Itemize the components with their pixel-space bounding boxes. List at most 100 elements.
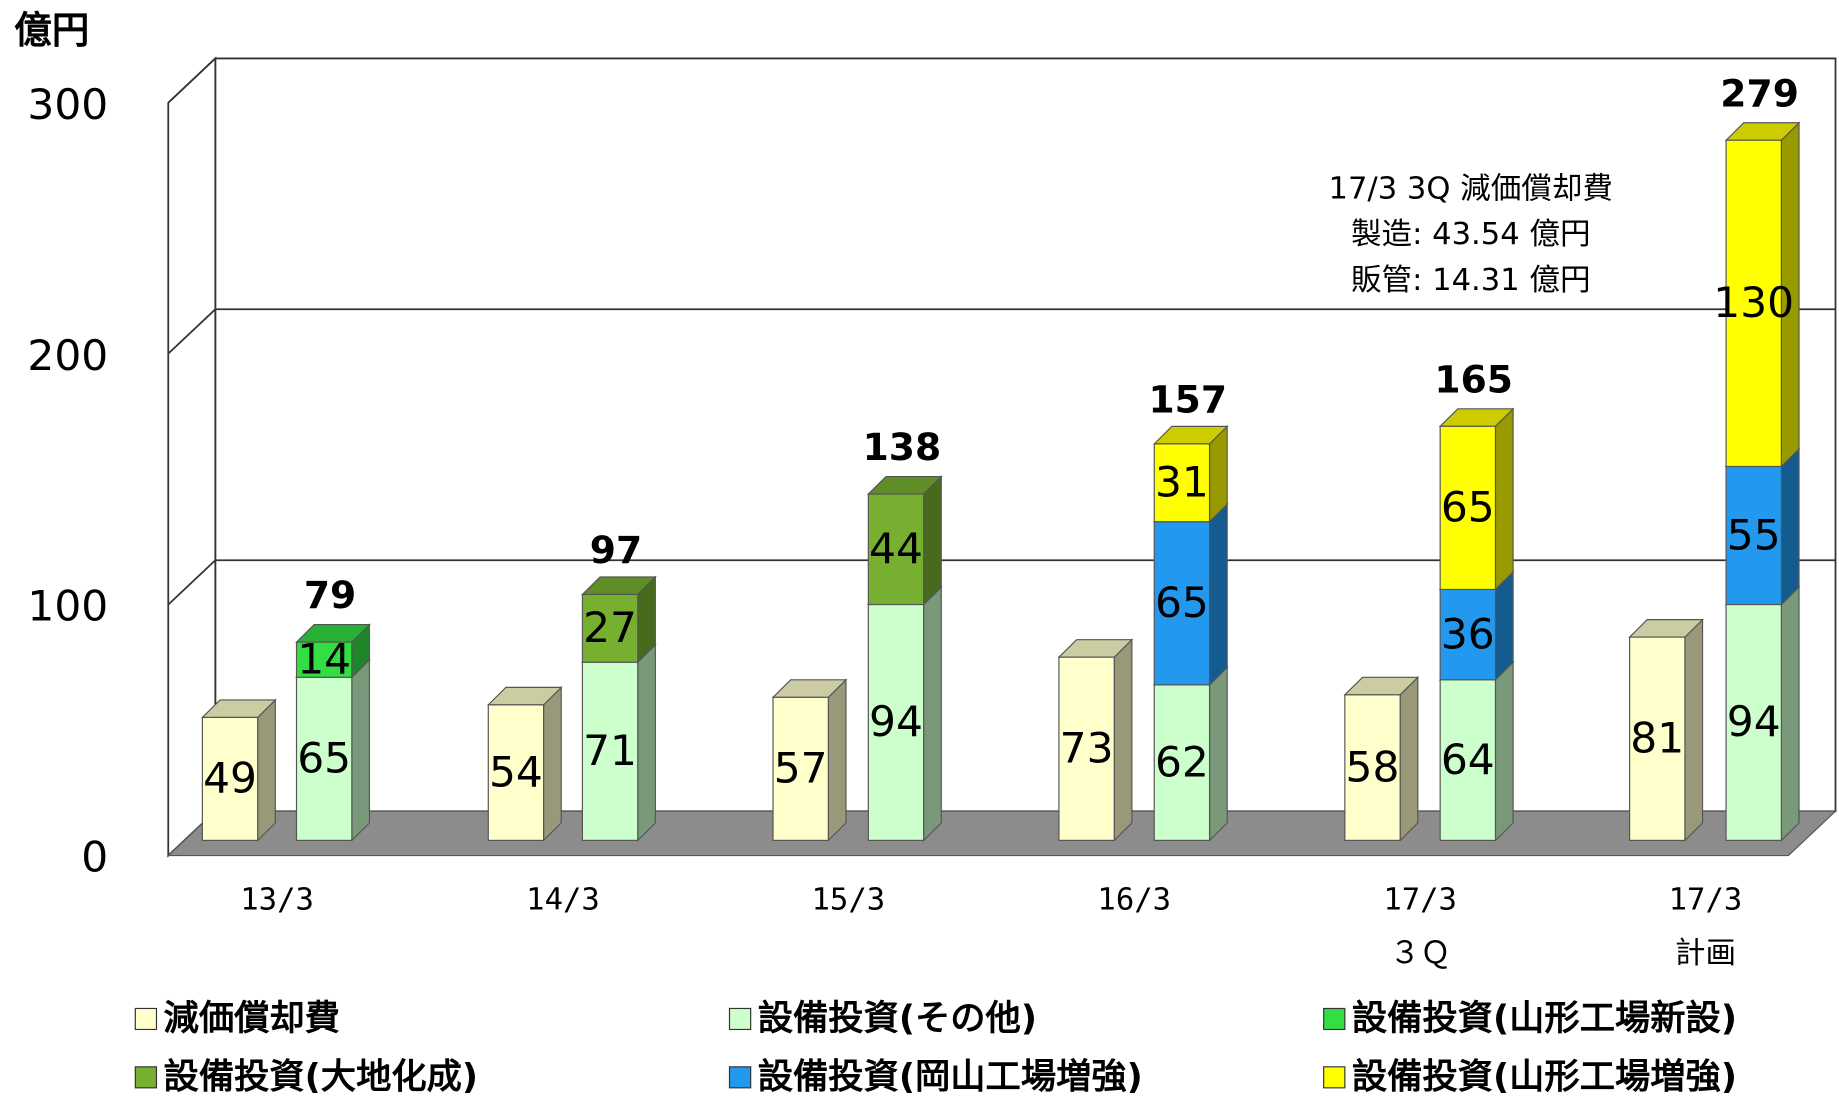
value-label: 64	[1441, 735, 1495, 784]
bar-side	[1494, 660, 1514, 842]
legend-label: 減価償却費	[164, 998, 340, 1039]
bar-front	[1439, 679, 1497, 841]
bar-side	[1780, 585, 1800, 842]
bar-front	[1344, 694, 1401, 841]
legend-label: 設備投資(その他)	[758, 998, 1037, 1039]
bar-side	[1684, 618, 1704, 842]
x-tick-label: 15/3	[812, 883, 886, 918]
plot: 億円 0 100 200 300 49 65 14 79 13/3 54 71 27 97 14/3 57 9…	[14, 8, 1837, 1098]
value-label: 71	[583, 726, 637, 775]
value-label: 58	[1346, 743, 1400, 792]
grid-line	[167, 559, 1836, 606]
bar-side	[923, 475, 942, 606]
bar-front	[1629, 636, 1686, 841]
y-tick-label: 0	[81, 833, 108, 882]
annotation: 17/3 3Q 減価償却費	[1329, 172, 1613, 207]
x-tick-label: ３Ｑ	[1390, 936, 1451, 971]
x-tick-label: 14/3	[526, 883, 600, 918]
bar-front	[1153, 521, 1211, 686]
bar-side	[257, 698, 276, 842]
y-tick-label: 200	[27, 331, 108, 380]
bar-front	[772, 696, 829, 841]
bar-front	[1725, 603, 1782, 841]
bar	[200, 698, 277, 842]
bar	[295, 623, 371, 679]
bar	[1057, 638, 1134, 842]
bar-side	[1208, 502, 1228, 687]
value-label: 27	[583, 603, 637, 652]
bar-front	[1439, 425, 1497, 591]
value-label: 65	[1155, 578, 1209, 627]
value-label: 62	[1155, 738, 1209, 787]
bar-front	[1439, 588, 1497, 681]
grid-line	[167, 57, 1836, 104]
value-label: 130	[1713, 278, 1794, 327]
bar	[1438, 407, 1515, 591]
bar-front	[1725, 139, 1782, 468]
x-tick-label: 16/3	[1097, 883, 1171, 918]
value-label: 31	[1155, 458, 1209, 507]
legend-swatch	[1323, 1066, 1346, 1089]
bar-side	[1208, 665, 1228, 842]
bar	[1724, 121, 1801, 468]
bar	[486, 685, 563, 842]
y-tick-label: 300	[27, 80, 108, 129]
bar	[1152, 424, 1229, 524]
total-label: 97	[590, 528, 642, 572]
bar-front	[201, 716, 259, 841]
value-label: 94	[1727, 697, 1781, 746]
bar-front	[295, 676, 353, 841]
legend-label: 設備投資(山形工場増強)	[1352, 1057, 1737, 1098]
x-tick-label: 17/3	[1383, 883, 1457, 918]
x-tick-label: 13/3	[240, 883, 314, 918]
bar-front	[867, 603, 925, 841]
bar-side	[1399, 675, 1419, 842]
annotation: 販管: 14.31 億円	[1351, 263, 1591, 298]
grid-line	[167, 308, 1836, 355]
bar-side	[827, 678, 847, 842]
total-label: 279	[1720, 71, 1799, 115]
bar-side	[543, 685, 562, 842]
floor	[166, 810, 1837, 857]
bar-side	[637, 643, 656, 842]
bar-side	[1494, 407, 1514, 591]
y-tick-label: 100	[27, 582, 108, 631]
x-tick-label: 計画	[1675, 936, 1736, 971]
value-label: 55	[1727, 510, 1781, 559]
bar-front	[1153, 443, 1211, 523]
legend-swatch	[134, 1007, 158, 1031]
bar-front	[1058, 656, 1115, 841]
bar	[1628, 618, 1704, 842]
bar	[866, 475, 943, 606]
bar-front	[1725, 465, 1782, 606]
legend-swatch	[728, 1066, 752, 1089]
value-label: 65	[1441, 483, 1495, 532]
bar-side	[1113, 638, 1133, 842]
value-label: 81	[1630, 714, 1684, 763]
y-axis-unit: 億円	[14, 8, 89, 52]
annotation: 製造: 43.54 億円	[1351, 217, 1591, 252]
legend-swatch	[134, 1066, 158, 1089]
legend-label: 設備投資(岡山工場増強)	[758, 1057, 1143, 1098]
value-label: 54	[489, 748, 543, 797]
total-label: 79	[304, 573, 356, 617]
value-label: 65	[297, 734, 351, 783]
bar	[1343, 675, 1420, 842]
value-label: 14	[297, 635, 351, 684]
bar-front	[1153, 684, 1211, 841]
value-label: 94	[869, 697, 923, 746]
x-tick-label: 17/3	[1669, 883, 1743, 918]
bar-side	[923, 585, 942, 842]
legend-swatch	[728, 1007, 752, 1031]
total-label: 157	[1148, 378, 1227, 422]
bar-front	[581, 593, 639, 663]
bar	[771, 678, 848, 842]
bar-front	[295, 641, 353, 678]
value-label: 36	[1441, 610, 1495, 659]
value-label: 73	[1060, 724, 1114, 773]
legend-label: 設備投資(大地化成)	[164, 1057, 479, 1098]
value-label: 49	[203, 754, 257, 803]
value-label: 57	[774, 744, 828, 793]
bar-side	[1780, 447, 1800, 606]
